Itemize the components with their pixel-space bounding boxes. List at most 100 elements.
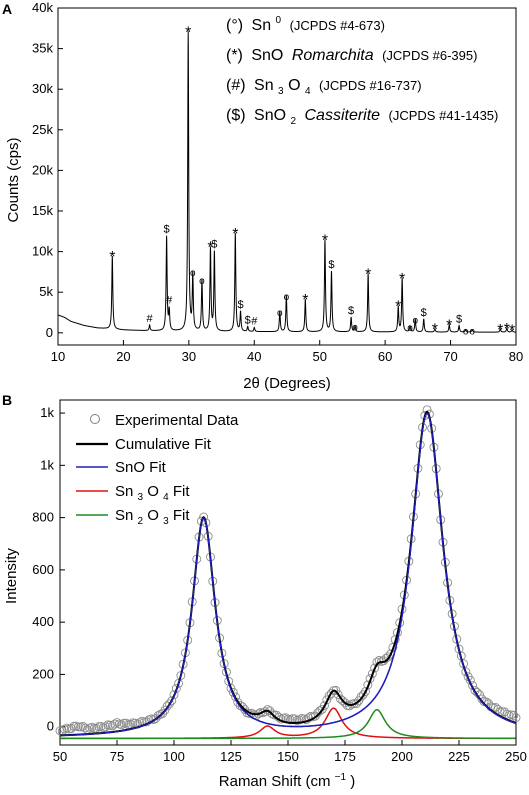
panel-a-peak-marker: $ <box>245 314 251 326</box>
experimental-data-point <box>78 721 88 731</box>
experimental-data-point <box>351 699 361 709</box>
legend-sn-ref: (JCPDS #4-673) <box>290 18 385 33</box>
experimental-data-point <box>374 655 384 665</box>
legend-sno-symbol: (*) <box>226 47 243 64</box>
experimental-data-point <box>153 711 163 721</box>
panel-a-plot-frame <box>57 7 517 346</box>
panel-b-legend: Experimental Data Cumulative Fit SnO Fit… <box>76 412 239 528</box>
legend-sn3o4-sub1: 3 <box>278 86 284 97</box>
panel-a-peak-marker: $ <box>456 314 462 326</box>
panel-a-label: A <box>2 1 12 17</box>
panel-a-peak-marker: $ <box>328 259 334 271</box>
experimental-data-point <box>174 678 184 688</box>
experimental-data-point <box>285 715 295 725</box>
experimental-data-point <box>167 696 177 706</box>
legend-cumulative-label: Cumulative Fit <box>115 436 212 453</box>
experimental-data-point <box>110 719 120 729</box>
legend-sn3o4-fit-part-3: O <box>147 483 159 500</box>
panel-a-y-tick-label: 0 <box>46 325 53 340</box>
legend-sn-symbol: (°) <box>226 17 243 34</box>
panel-a-y-axis-label: Counts (cps) <box>5 137 22 222</box>
legend-sn3o4-sub2: 4 <box>305 86 311 97</box>
legend-sn3o4-fit-part-2: 3 <box>138 492 144 503</box>
panel-a-y-tick-label: 10k <box>32 244 53 259</box>
legend-experimental-label: Experimental Data <box>115 412 239 429</box>
legend-sno2-symbol: ($) <box>226 107 246 124</box>
legend-sno2-entry: ($) SnO 2 Cassiterite (JCPDS #41-1435) <box>226 107 498 128</box>
panel-a: A Counts (cps) 2θ (Degrees) 10 20 30 40 50 60… <box>2 0 523 392</box>
legend-sn2o3-fit-label: Sn 2 O 3 Fit <box>115 507 190 528</box>
legend-sn2o3-fit-part-3: O <box>147 507 159 524</box>
legend-sno-ref: (JCPDS #6-395) <box>382 48 477 63</box>
legend-sn2o3-fit-part-5: Fit <box>173 507 190 524</box>
panel-b-x-tick-label: 100 <box>163 749 185 764</box>
panel-a-peak-marker: * <box>322 233 328 250</box>
panel-b-x-tick-label: 125 <box>220 749 242 764</box>
panel-a-peak-marker: * <box>504 321 510 338</box>
panel-b-y-tick-label: 1k <box>40 457 54 472</box>
panel-b-x-axis-label-sup: −1 <box>335 772 347 783</box>
panel-a-peak-marker: # <box>147 313 154 325</box>
panel-a-peak-marker: $ <box>164 224 170 236</box>
experimental-data-point <box>345 701 355 711</box>
experimental-data-point <box>121 718 131 728</box>
experimental-data-point <box>87 722 97 732</box>
panel-a-x-tick-label: 80 <box>509 349 523 364</box>
experimental-data-point <box>349 699 359 709</box>
experimental-data-point <box>94 722 104 732</box>
experimental-data-point <box>313 708 323 718</box>
panel-a-peak-marker: * <box>232 226 238 243</box>
panel-a-y-tick-label: 5k <box>39 284 53 299</box>
experimental-data-point <box>107 721 117 731</box>
experimental-data-point <box>356 692 366 702</box>
panel-a-x-tick-label: 60 <box>378 349 392 364</box>
panel-a-peak-marker: * <box>432 322 438 339</box>
legend-sn2o3-fit-part-4: 3 <box>163 516 169 527</box>
experimental-data-point <box>326 688 336 698</box>
legend-sno2-ref: (JCPDS #41-1435) <box>389 108 499 123</box>
experimental-data-point <box>199 512 209 522</box>
experimental-data-point <box>461 667 471 677</box>
legend-sn3o4-phase: Sn <box>254 77 274 94</box>
xrd-pattern-line <box>57 31 516 333</box>
legend-sn3o4-fit-label: Sn 3 O 4 Fit <box>115 483 190 504</box>
legend-sn2o3-fit-part-2: 2 <box>138 516 144 527</box>
panel-a-y-tick-label: 40k <box>32 0 53 15</box>
panel-b-y-tick-label: 400 <box>32 614 54 629</box>
panel-b-x-axis-label: Raman Shift (cm −1 ) <box>219 767 355 790</box>
panel-a-peak-marker: * <box>109 249 115 266</box>
legend-sn-phase: Sn <box>252 17 272 34</box>
experimental-data-point <box>338 696 348 706</box>
experimental-data-point <box>80 723 90 733</box>
panel-b-x-tick-label: 225 <box>448 749 470 764</box>
legend-sn-entry: (°) Sn 0 (JCPDS #4-673) <box>226 10 385 34</box>
panel-a-y-tick-label: 30k <box>32 81 53 96</box>
experimental-data-point <box>160 705 170 715</box>
panel-a-peak-marker: * <box>185 24 191 41</box>
panel-a-peak-marker: # <box>251 315 258 327</box>
experimental-data-point <box>169 690 179 700</box>
experimental-data-point <box>164 699 174 709</box>
panel-a-peak-marker: o <box>199 276 205 287</box>
panel-b-y-axis-label: Intensity <box>3 548 20 604</box>
legend-sn3o4-phase2: O <box>288 77 300 94</box>
experimental-data-point <box>502 709 512 719</box>
experimental-data-point <box>361 687 370 696</box>
experimental-data-point <box>237 702 247 712</box>
panel-a-peak-marker: * <box>365 266 371 283</box>
panel-a-peak-marker: * <box>497 322 503 339</box>
panel-a-y-tick-label: 15k <box>32 203 53 218</box>
panel-a-peak-marker: $ <box>348 305 354 317</box>
experimental-data-point <box>340 698 350 708</box>
experimental-data-point <box>324 691 334 701</box>
legend-sn3o4-ref: (JCPDS #16-737) <box>319 78 422 93</box>
panel-a-x-tick-label: 50 <box>312 349 326 364</box>
experimental-data-point <box>294 715 304 725</box>
panel-a-x-tick-label: 70 <box>443 349 457 364</box>
panel-a-x-axis-label: 2θ (Degrees) <box>243 375 331 392</box>
panel-b: B Intensity Raman Shift (cm −1 ) 50 75 100… <box>2 392 527 790</box>
panel-b-x-tick-label: 175 <box>334 749 356 764</box>
experimental-data-point <box>320 701 329 711</box>
experimental-data-point <box>162 701 172 711</box>
experimental-data-point <box>383 652 393 662</box>
